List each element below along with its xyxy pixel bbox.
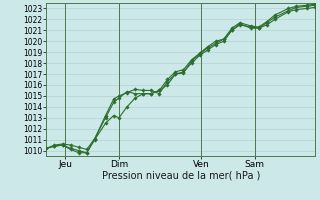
X-axis label: Pression niveau de la mer( hPa ): Pression niveau de la mer( hPa ) bbox=[102, 171, 260, 181]
